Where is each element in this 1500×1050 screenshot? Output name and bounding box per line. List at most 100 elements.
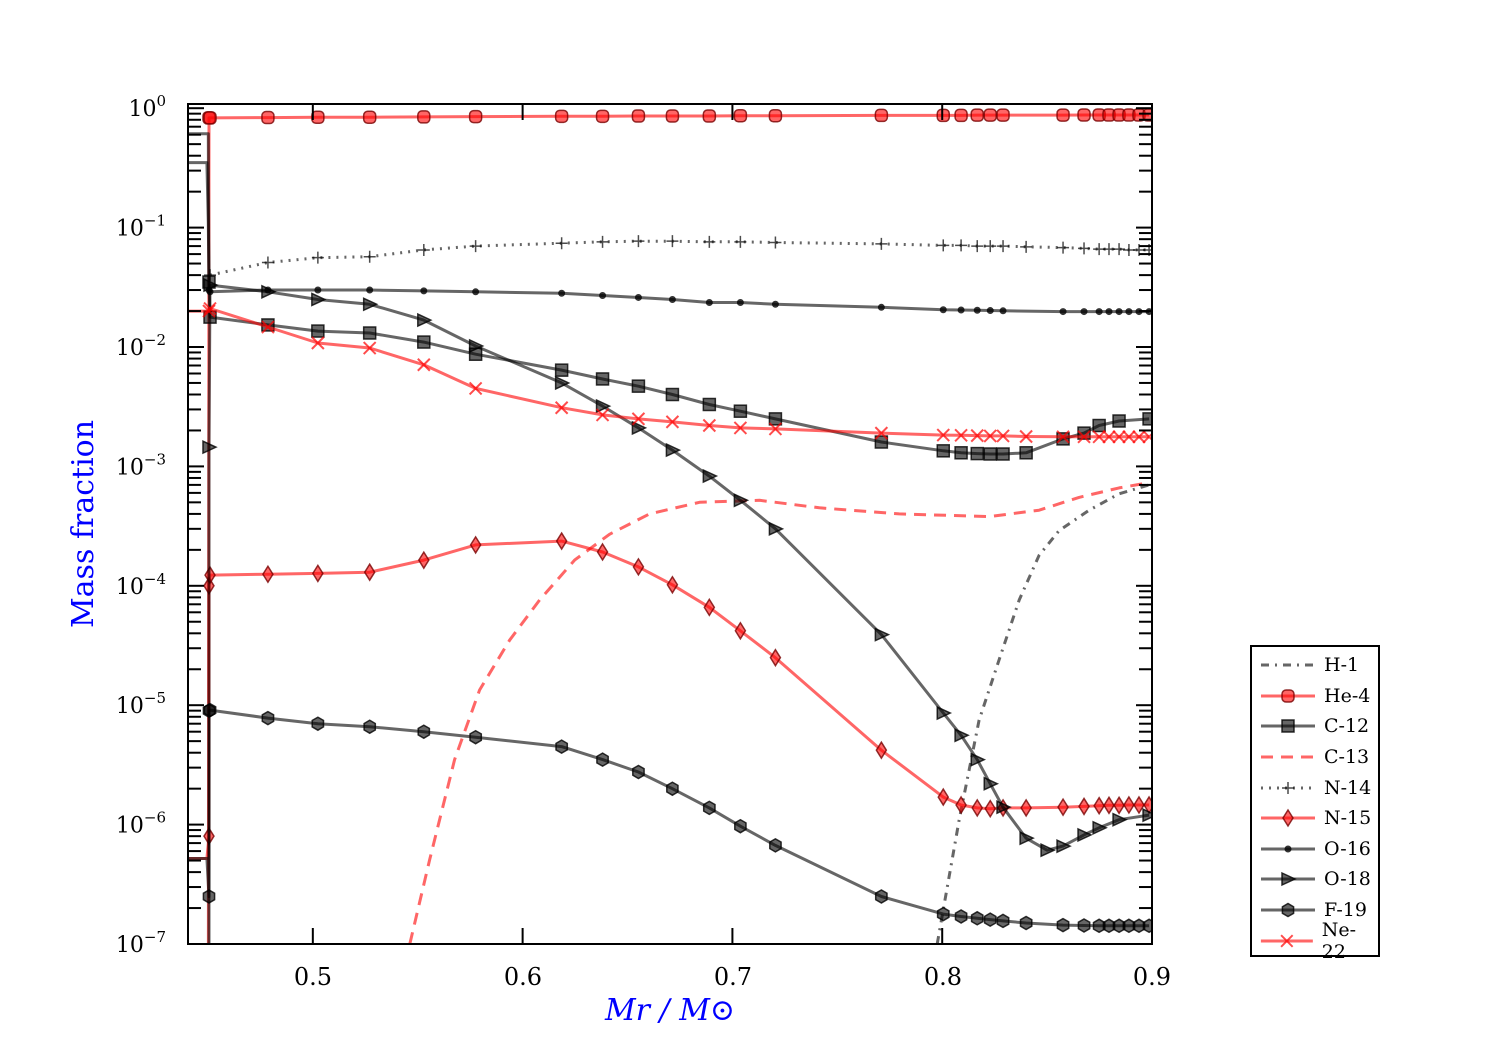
y-axis-label: Mass fraction: [66, 420, 101, 628]
data-point-marker: [469, 535, 482, 555]
data-point-marker: [631, 420, 648, 436]
data-point-marker: [363, 562, 376, 582]
data-point-marker: [666, 781, 679, 797]
series-c-13: [408, 481, 1150, 944]
x-axis-label: Mr / M⊙: [604, 993, 735, 1028]
data-point-marker: [769, 648, 782, 668]
data-point-marker: [665, 387, 680, 402]
data-point-marker: [970, 910, 984, 926]
data-point-marker: [632, 557, 645, 577]
data-point-marker: [1059, 308, 1067, 316]
data-point-marker: [970, 428, 984, 443]
legend-swatch: [1261, 902, 1315, 918]
data-point-marker: [203, 111, 217, 125]
data-point-marker: [1113, 243, 1126, 256]
series-n-15: [188, 531, 1152, 860]
data-point-marker: [666, 575, 679, 595]
data-point-marker: [877, 303, 885, 311]
data-point-marker: [203, 702, 217, 718]
data-point-marker: [768, 412, 783, 426]
legend-label: C-12: [1324, 715, 1370, 738]
data-point-marker: [970, 108, 984, 122]
data-point-marker: [957, 306, 965, 314]
data-point-marker: [971, 798, 984, 818]
legend-marker-icon: [1281, 902, 1295, 918]
y-tick-label: 10−7: [116, 928, 166, 958]
data-point-marker: [986, 307, 994, 315]
legend-swatch: [1261, 808, 1315, 828]
data-point-marker: [1123, 795, 1135, 815]
data-point-marker: [733, 108, 748, 123]
legend-marker-icon: [1281, 689, 1295, 703]
data-point-marker: [420, 287, 428, 295]
legend-swatch: [1261, 781, 1315, 794]
data-point-marker: [311, 324, 325, 338]
data-point-marker: [1105, 308, 1113, 316]
data-point-marker: [734, 235, 747, 248]
data-point-marker: [262, 564, 274, 584]
data-point-marker: [983, 429, 997, 443]
data-point-marker: [261, 320, 275, 334]
legend-item-o-18: O-18: [1252, 864, 1378, 895]
data-point-marker: [665, 109, 680, 123]
x-tick-label: 0.6: [504, 963, 542, 991]
data-point-marker: [417, 312, 433, 328]
data-point-marker: [1103, 795, 1115, 815]
series-o-16: [188, 132, 1152, 316]
data-point-marker: [202, 439, 218, 455]
data-point-marker: [362, 341, 377, 355]
data-point-marker: [554, 375, 571, 391]
data-point-marker: [1135, 308, 1143, 316]
data-point-marker: [771, 300, 779, 308]
legend-swatch: [1261, 689, 1315, 703]
data-point-marker: [1125, 308, 1133, 316]
data-point-marker: [555, 739, 569, 754]
data-point-marker: [596, 235, 609, 248]
data-point-marker: [984, 799, 997, 819]
data-point-marker: [970, 446, 984, 461]
data-point-marker: [362, 297, 379, 312]
data-point-marker: [311, 563, 324, 583]
data-point-marker: [874, 108, 889, 123]
data-point-marker: [1133, 795, 1145, 815]
data-point-marker: [261, 710, 275, 726]
data-point-marker: [468, 109, 483, 124]
data-point-marker: [554, 401, 569, 415]
legend-marker-icon: [1282, 808, 1294, 828]
data-point-marker: [1078, 242, 1091, 255]
series-line: [188, 132, 1150, 314]
data-point-marker: [734, 621, 747, 641]
data-point-marker: [702, 468, 719, 484]
data-point-marker: [1092, 430, 1106, 444]
data-point-marker: [936, 428, 950, 442]
series-line: [188, 307, 1150, 439]
data-point-marker: [1112, 812, 1128, 827]
data-point-marker: [874, 889, 888, 904]
data-point-marker: [599, 291, 607, 299]
data-point-marker: [472, 288, 480, 296]
legend-marker-icon: [1284, 845, 1292, 853]
data-point-marker: [1142, 430, 1152, 444]
y-tick-label: 10−4: [116, 570, 166, 600]
plot-frame: [187, 103, 1153, 945]
data-point-marker: [469, 729, 483, 745]
data-point-marker: [954, 108, 968, 123]
data-point-marker: [733, 421, 748, 435]
legend-swatch: [1261, 845, 1315, 853]
data-point-marker: [665, 415, 680, 429]
data-point-marker: [874, 627, 891, 642]
y-tick-labels: 100 10−1 10−2 10−3 10−4 10−5 10−6 10−7: [116, 92, 166, 958]
data-point-marker: [1122, 243, 1135, 256]
data-point-marker: [1132, 243, 1145, 256]
data-point-marker: [999, 307, 1007, 315]
data-point-marker: [1142, 918, 1152, 934]
series-h-1: [935, 483, 1150, 944]
data-point-marker: [417, 358, 431, 372]
data-point-marker: [261, 110, 275, 125]
data-point-marker: [595, 398, 612, 414]
data-point-marker: [469, 240, 482, 253]
legend-item-c-13: C-13: [1252, 742, 1378, 773]
series-line: [207, 283, 1150, 944]
data-point-marker: [1056, 430, 1070, 444]
y-tick-label: 10−3: [116, 450, 166, 480]
